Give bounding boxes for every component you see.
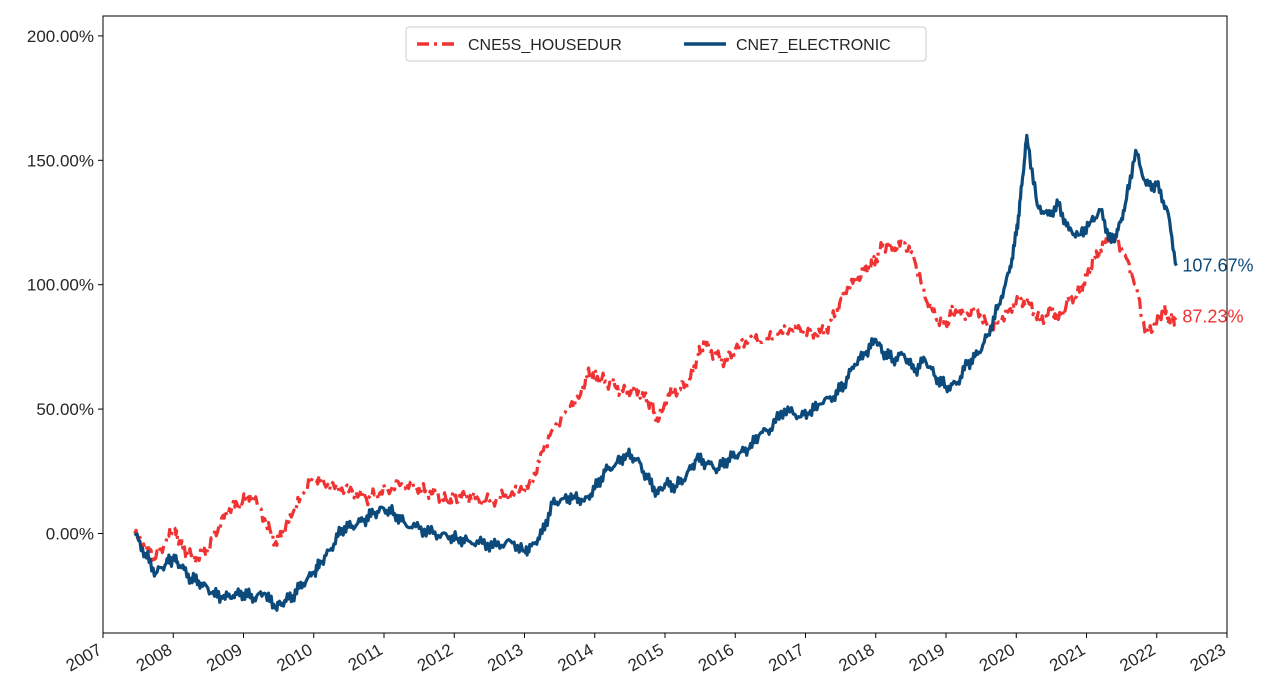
x-tick-label: 2009 <box>203 640 245 675</box>
x-tick-label: 2016 <box>695 640 737 675</box>
x-tick-label: 2008 <box>133 640 175 675</box>
x-tick-label: 2013 <box>484 640 526 675</box>
x-tick-label: 2007 <box>63 640 105 675</box>
series-layer <box>133 133 1178 612</box>
x-tick-label: 2011 <box>345 640 386 675</box>
x-tick-label: 2023 <box>1187 640 1229 675</box>
legend-label-electronic: CNE7_ELECTRONIC <box>736 37 891 54</box>
y-axis: 0.00% 50.00% 100.00% 150.00% 200.00% <box>27 27 103 543</box>
y-tick-label: 0.00% <box>46 524 94 543</box>
legend-box <box>405 26 927 62</box>
y-tick-label: 200.00% <box>27 27 94 46</box>
legend-label-housedur: CNE5S_HOUSEDUR <box>468 37 622 54</box>
x-tick-label: 2012 <box>414 640 456 675</box>
series-line-cne5s_housedur <box>133 233 1178 565</box>
plot-frame <box>102 15 1228 634</box>
x-axis: 2007 2008 2009 2010 2011 2012 2013 2014 2015 2016… <box>63 633 1229 675</box>
x-tick-label: 2021 <box>1046 640 1088 675</box>
y-tick-label: 150.00% <box>27 151 94 170</box>
x-tick-label: 2022 <box>1116 640 1158 675</box>
end-value-label: 87.23% <box>1182 306 1243 326</box>
y-tick-label: 50.00% <box>36 400 94 419</box>
x-tick-label: 2019 <box>906 640 948 675</box>
x-tick-label: 2020 <box>976 640 1018 675</box>
end-value-label: 107.67% <box>1182 256 1253 276</box>
x-tick-label: 2018 <box>835 640 877 675</box>
end-labels: 87.23% 107.67% <box>1182 256 1253 327</box>
y-tick-label: 100.00% <box>27 276 94 295</box>
x-tick-label: 2015 <box>625 640 667 675</box>
x-tick-label: 2014 <box>554 640 596 675</box>
x-tick-label: 2017 <box>765 640 807 675</box>
legend: CNE5S_HOUSEDUR CNE7_ELECTRONIC <box>405 26 927 62</box>
x-tick-label: 2010 <box>273 640 315 675</box>
series-line-cne7_electronic <box>133 133 1178 612</box>
